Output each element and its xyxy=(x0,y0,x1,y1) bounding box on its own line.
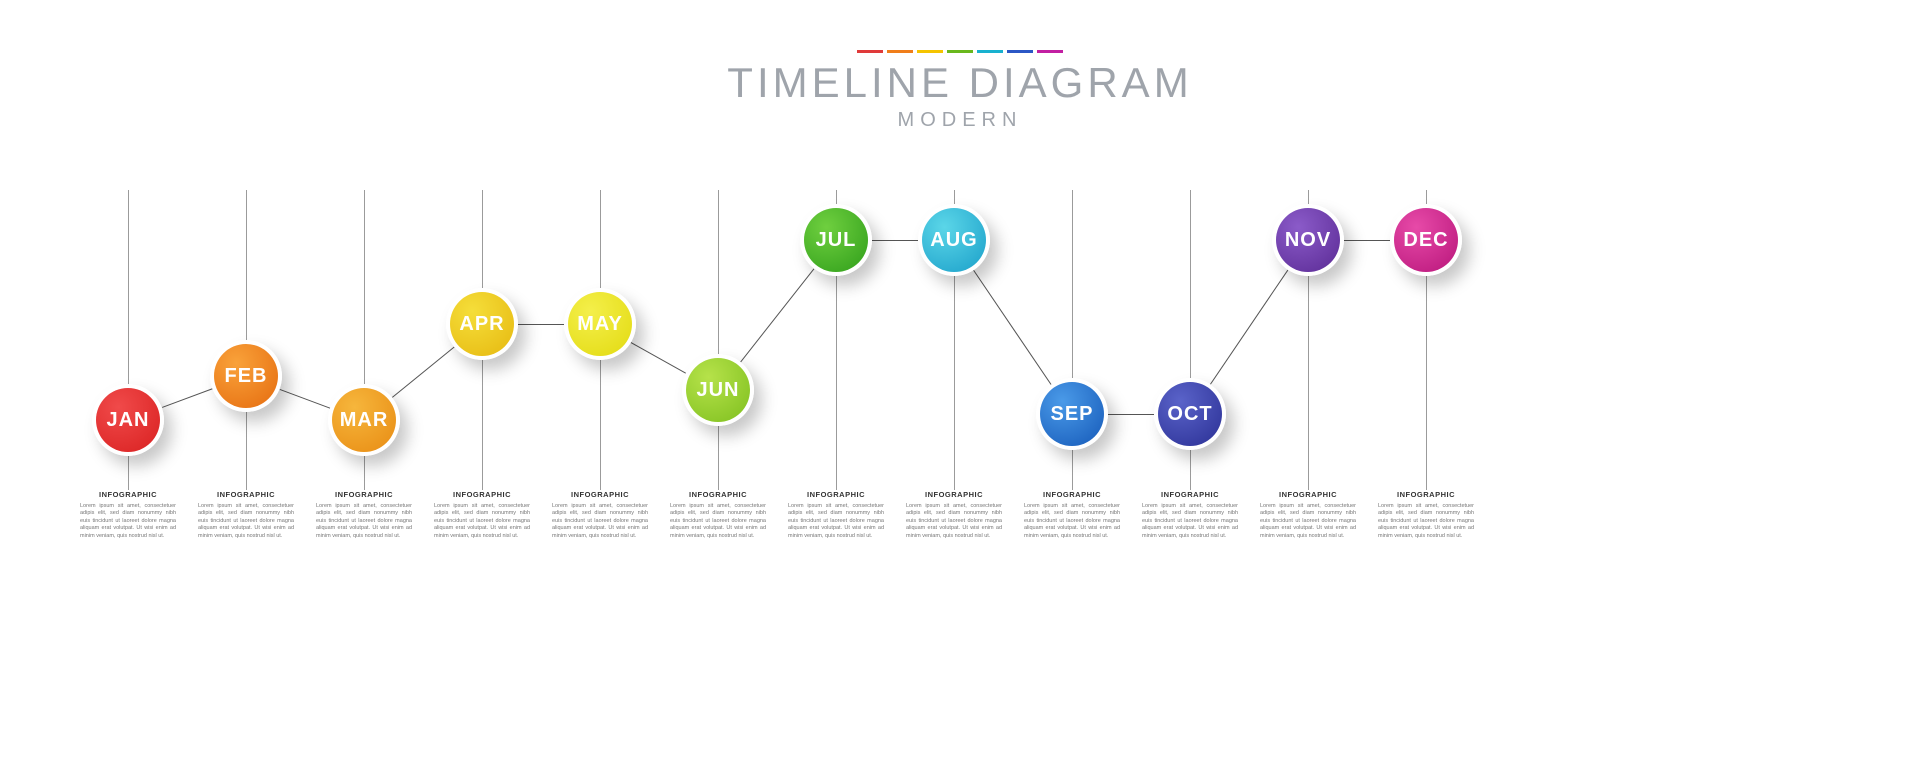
connector xyxy=(1108,414,1154,415)
month-label: APR xyxy=(459,313,504,336)
month-label: FEB xyxy=(225,365,268,388)
month-label: MAY xyxy=(577,313,623,336)
header: TIMELINE DIAGRAM MODERN xyxy=(0,50,1920,132)
accent-segment xyxy=(977,50,1003,53)
month-label: AUG xyxy=(930,229,977,252)
accent-segment xyxy=(857,50,883,53)
footer-column: INFOGRAPHIC Lorem ipsum sit amet, consect… xyxy=(788,490,884,540)
connector xyxy=(1210,270,1288,385)
footer-title: INFOGRAPHIC xyxy=(670,490,766,499)
connector xyxy=(518,324,564,325)
month-label: MAR xyxy=(340,409,389,432)
footer-column: INFOGRAPHIC Lorem ipsum sit amet, consect… xyxy=(552,490,648,540)
connector xyxy=(973,270,1051,385)
accent-segment xyxy=(917,50,943,53)
footer-column: INFOGRAPHIC Lorem ipsum sit amet, consect… xyxy=(1378,490,1474,540)
footer-title: INFOGRAPHIC xyxy=(80,490,176,499)
month-label: DEC xyxy=(1403,229,1448,252)
connector xyxy=(392,347,455,398)
accent-segment xyxy=(1007,50,1033,53)
subtitle: MODERN xyxy=(0,109,1920,132)
accent-segment xyxy=(947,50,973,53)
month-node-feb: FEB xyxy=(210,340,282,412)
month-node-mar: MAR xyxy=(328,384,400,456)
footer-title: INFOGRAPHIC xyxy=(316,490,412,499)
footer-body: Lorem ipsum sit amet, consectetuer adipi… xyxy=(552,503,648,540)
month-label: JUL xyxy=(816,229,857,252)
footer-body: Lorem ipsum sit amet, consectetuer adipi… xyxy=(434,503,530,540)
footer-column: INFOGRAPHIC Lorem ipsum sit amet, consect… xyxy=(1024,490,1120,540)
connector xyxy=(279,389,330,409)
month-node-nov: NOV xyxy=(1272,204,1344,276)
footer-body: Lorem ipsum sit amet, consectetuer adipi… xyxy=(316,503,412,540)
footer-title: INFOGRAPHIC xyxy=(552,490,648,499)
footer-body: Lorem ipsum sit amet, consectetuer adipi… xyxy=(1024,503,1120,540)
footer-title: INFOGRAPHIC xyxy=(1142,490,1238,499)
footer-column: INFOGRAPHIC Lorem ipsum sit amet, consect… xyxy=(670,490,766,540)
footer-body: Lorem ipsum sit amet, consectetuer adipi… xyxy=(80,503,176,540)
connector xyxy=(162,389,213,409)
month-node-aug: AUG xyxy=(918,204,990,276)
timeline-chart: JAN FEB MAR APR MAY JUN JUL AUG SEP OCT NOV DEC xyxy=(80,190,1468,490)
footer-body: Lorem ipsum sit amet, consectetuer adipi… xyxy=(670,503,766,540)
footer-body: Lorem ipsum sit amet, consectetuer adipi… xyxy=(788,503,884,540)
footer-column: INFOGRAPHIC Lorem ipsum sit amet, consect… xyxy=(198,490,294,540)
month-node-jan: JAN xyxy=(92,384,164,456)
accent-bar xyxy=(0,50,1920,53)
footer-title: INFOGRAPHIC xyxy=(1378,490,1474,499)
footer-title: INFOGRAPHIC xyxy=(198,490,294,499)
footer-title: INFOGRAPHIC xyxy=(1024,490,1120,499)
month-node-jun: JUN xyxy=(682,354,754,426)
month-label: NOV xyxy=(1285,229,1331,252)
footer-column: INFOGRAPHIC Lorem ipsum sit amet, consect… xyxy=(1260,490,1356,540)
title: TIMELINE DIAGRAM xyxy=(0,59,1920,107)
connector xyxy=(872,240,918,241)
footer-body: Lorem ipsum sit amet, consectetuer adipi… xyxy=(1378,503,1474,540)
footer-column: INFOGRAPHIC Lorem ipsum sit amet, consect… xyxy=(80,490,176,540)
timeline-infographic: TIMELINE DIAGRAM MODERN JANFEBMARAPRMAYJ… xyxy=(0,0,1920,768)
connector xyxy=(740,268,814,362)
month-node-sep: SEP xyxy=(1036,378,1108,450)
footer-title: INFOGRAPHIC xyxy=(434,490,530,499)
month-node-dec: DEC xyxy=(1390,204,1462,276)
footer-column: INFOGRAPHIC Lorem ipsum sit amet, consect… xyxy=(906,490,1002,540)
footer-column: INFOGRAPHIC Lorem ipsum sit amet, consect… xyxy=(434,490,530,540)
footer-title: INFOGRAPHIC xyxy=(788,490,884,499)
footer-body: Lorem ipsum sit amet, consectetuer adipi… xyxy=(1260,503,1356,540)
month-node-jul: JUL xyxy=(800,204,872,276)
footer-column: INFOGRAPHIC Lorem ipsum sit amet, consect… xyxy=(1142,490,1238,540)
guideline xyxy=(718,190,719,490)
month-label: OCT xyxy=(1167,403,1212,426)
month-label: JUN xyxy=(696,379,739,402)
month-label: SEP xyxy=(1050,403,1093,426)
footer-title: INFOGRAPHIC xyxy=(1260,490,1356,499)
month-node-oct: OCT xyxy=(1154,378,1226,450)
connector xyxy=(1344,240,1390,241)
connector xyxy=(631,342,687,374)
month-node-apr: APR xyxy=(446,288,518,360)
footer-body: Lorem ipsum sit amet, consectetuer adipi… xyxy=(198,503,294,540)
accent-segment xyxy=(1037,50,1063,53)
month-node-may: MAY xyxy=(564,288,636,360)
footer-body: Lorem ipsum sit amet, consectetuer adipi… xyxy=(1142,503,1238,540)
month-label: JAN xyxy=(106,409,149,432)
footer-title: INFOGRAPHIC xyxy=(906,490,1002,499)
accent-segment xyxy=(887,50,913,53)
footer-column: INFOGRAPHIC Lorem ipsum sit amet, consect… xyxy=(316,490,412,540)
footer-body: Lorem ipsum sit amet, consectetuer adipi… xyxy=(906,503,1002,540)
